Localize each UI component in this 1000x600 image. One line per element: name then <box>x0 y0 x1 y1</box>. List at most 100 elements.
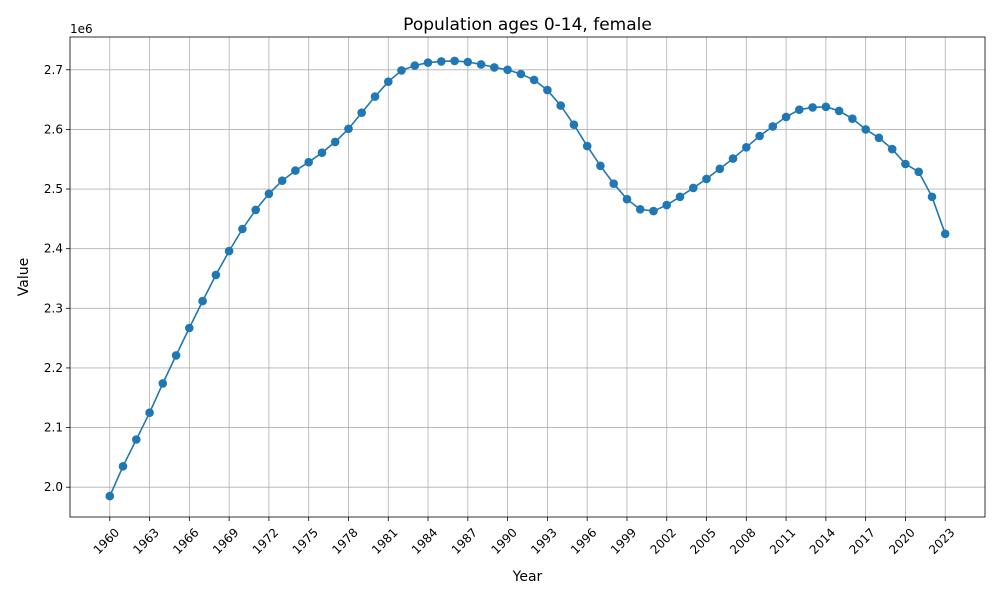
data-point <box>264 189 274 199</box>
x-tick-label: 2014 <box>807 525 838 556</box>
data-point <box>490 63 499 72</box>
data-point <box>304 157 314 167</box>
x-tick-label: 1993 <box>528 525 559 556</box>
y-axis-label: Value <box>16 258 32 296</box>
x-tick-label: 1978 <box>329 525 360 556</box>
data-point <box>914 167 923 177</box>
data-point <box>755 131 764 141</box>
x-tick-label: 1987 <box>449 525 480 556</box>
data-point <box>582 141 592 151</box>
x-tick-label: 2023 <box>926 525 957 556</box>
x-tick-label: 2020 <box>886 525 917 556</box>
data-point <box>423 58 433 67</box>
x-tick-label: 2002 <box>648 525 679 556</box>
chart-title: Population ages 0-14, female <box>403 15 652 35</box>
data-point <box>834 106 844 116</box>
series-line <box>109 60 946 497</box>
data-point <box>940 229 950 239</box>
data-point <box>357 108 367 117</box>
x-tick-label: 1960 <box>91 525 122 556</box>
y-axis-multiplier: 1e6 <box>70 22 93 36</box>
data-point <box>742 143 751 152</box>
data-point <box>543 85 552 95</box>
x-tick-label: 1984 <box>409 525 440 556</box>
x-tick-label: 1969 <box>210 525 241 556</box>
data-point <box>238 224 247 234</box>
data-point <box>171 351 181 360</box>
data-point <box>118 462 128 471</box>
x-tick-label: 1975 <box>290 525 321 556</box>
data-point <box>927 192 937 202</box>
data-point <box>330 137 340 147</box>
grid-lines <box>70 37 985 517</box>
data-point <box>410 61 420 70</box>
y-tick-label: 2.5 <box>44 182 63 196</box>
data-point <box>529 75 539 85</box>
data-point <box>105 491 115 501</box>
data-point <box>145 408 154 418</box>
data-point <box>795 105 804 114</box>
x-tick-label: 2017 <box>846 525 877 556</box>
data-point <box>516 69 526 79</box>
data-point <box>821 102 831 112</box>
data-point <box>185 323 194 333</box>
data-point <box>437 57 446 66</box>
data-point <box>768 122 778 131</box>
x-tick-label: 1996 <box>568 525 599 556</box>
data-point <box>887 144 897 154</box>
y-tick-label: 2.0 <box>44 480 63 494</box>
data-point <box>702 174 711 184</box>
data-series <box>109 60 946 497</box>
data-point <box>808 103 817 112</box>
data-point <box>198 296 207 306</box>
data-point <box>317 148 327 157</box>
x-tick-label: 1972 <box>250 525 281 556</box>
y-tick-label: 2.2 <box>44 361 63 375</box>
data-point <box>689 183 698 193</box>
x-tick-label: 2005 <box>687 525 718 556</box>
data-point <box>291 166 300 175</box>
x-axis-label: Year <box>512 569 543 585</box>
data-point <box>569 120 579 129</box>
data-point <box>901 159 910 169</box>
data-point <box>251 205 260 215</box>
data-point <box>370 92 380 101</box>
data-point <box>158 379 168 388</box>
data-point <box>622 194 632 204</box>
x-axis-ticks: 1960 1963 1966 1969 1972 1975 1978 1981 1984 1987… <box>91 517 958 557</box>
data-point <box>224 246 234 256</box>
data-point <box>715 164 725 174</box>
x-tick-label: 1990 <box>488 525 519 556</box>
y-tick-label: 2.4 <box>44 242 63 256</box>
data-point <box>649 206 658 216</box>
y-axis-ticks: 2.0 2.1 2.2 2.3 2.4 2.5 2.6 2.7 <box>44 63 70 494</box>
x-tick-label: 1963 <box>130 525 161 556</box>
data-point <box>463 57 473 67</box>
data-points <box>105 56 950 501</box>
y-tick-label: 2.3 <box>44 301 63 315</box>
y-tick-label: 2.1 <box>44 421 63 435</box>
data-point <box>344 124 353 134</box>
data-point <box>450 56 459 66</box>
data-point <box>675 192 685 202</box>
data-point <box>635 205 645 214</box>
data-point <box>609 179 618 188</box>
x-tick-label: 2011 <box>767 525 798 556</box>
data-point <box>556 101 565 110</box>
x-tick-label: 1966 <box>170 525 201 556</box>
x-tick-label: 2008 <box>727 525 758 556</box>
data-point <box>132 435 141 444</box>
y-tick-label: 2.6 <box>44 122 63 136</box>
data-point <box>848 114 857 123</box>
plot-frame <box>69 36 986 518</box>
data-point <box>277 176 287 185</box>
data-point <box>476 60 486 69</box>
x-tick-label: 1981 <box>369 525 400 556</box>
x-tick-label: 1999 <box>608 525 639 556</box>
data-point <box>861 125 870 134</box>
data-point <box>211 270 221 280</box>
data-point <box>781 112 791 122</box>
y-tick-label: 2.7 <box>44 63 63 77</box>
data-point <box>397 66 406 75</box>
